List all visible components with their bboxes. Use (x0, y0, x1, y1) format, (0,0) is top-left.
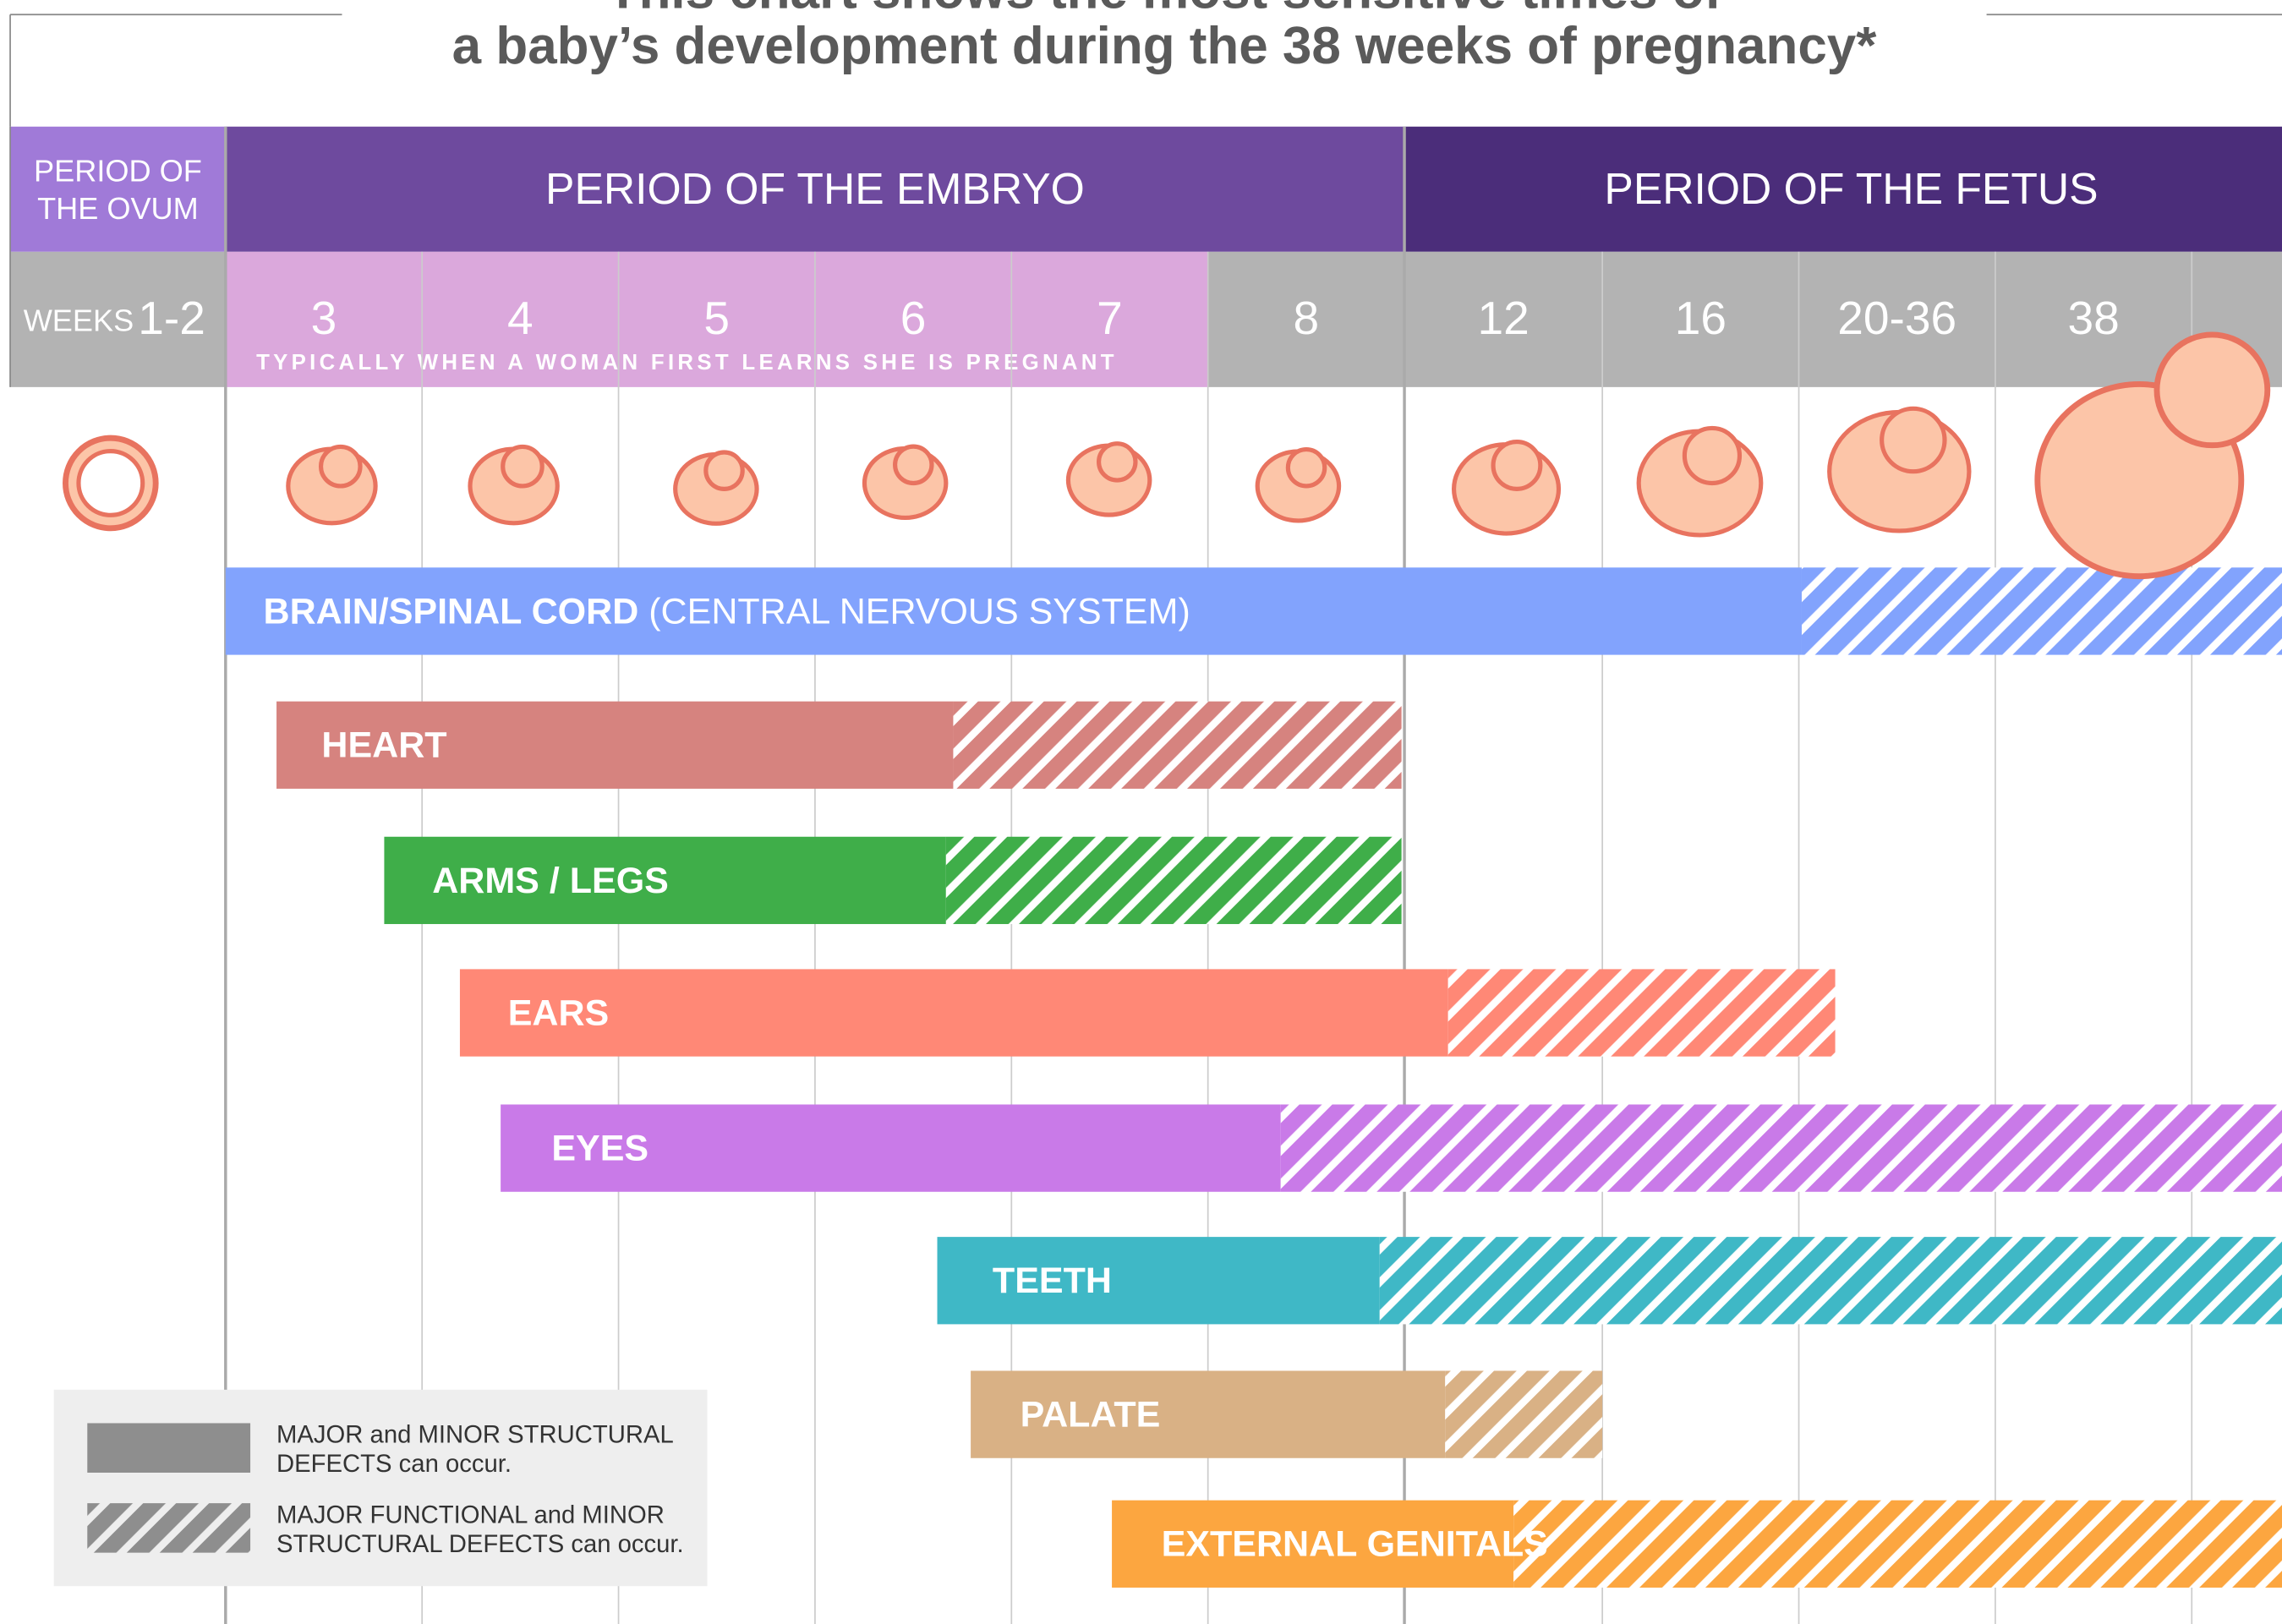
week-number: 6 (900, 292, 927, 344)
bar-hatched (1802, 567, 2282, 654)
infographic: This chart shows the most sensitive time… (0, 0, 2282, 1624)
embryo-head (1288, 450, 1324, 486)
bar-name: PALATE (1021, 1395, 1161, 1435)
bar-hatched (946, 837, 1402, 924)
legend-text: MAJOR FUNCTIONAL and MINOR (276, 1501, 665, 1528)
weeks-label: WEEKS (24, 303, 134, 338)
bar-hatched (1380, 1237, 2282, 1324)
bar-label: TEETH (993, 1261, 1112, 1302)
legend-text: MAJOR and MINOR STRUCTURAL (276, 1422, 674, 1449)
week-number: 20-36 (1837, 292, 1956, 344)
ovum-label: THE OVUM (37, 191, 199, 226)
legend-text: DEFECTS can occur. (276, 1451, 512, 1478)
week-number: 7 (1097, 292, 1123, 344)
embryo-label: PERIOD OF THE EMBRYO (545, 164, 1085, 213)
page: {"header": {"title_lines": ["This chart … (0, 0, 2282, 1624)
weeks-note: TYPICALLY WHEN A WOMAN FIRST LEARNS SHE … (256, 351, 1118, 375)
embryo-head (321, 446, 360, 485)
bar-name: EARS (508, 993, 610, 1034)
weeks-cell (1208, 252, 2282, 387)
bar-label: EXTERNAL GENITALS (1162, 1524, 1548, 1565)
bar-label: HEART (321, 725, 446, 766)
week-number: 3 (311, 292, 337, 344)
week-number: 8 (1294, 292, 1320, 344)
week-number: 1-2 (138, 292, 205, 344)
week-number: 12 (1477, 292, 1529, 344)
embryo-head (1684, 428, 1739, 483)
bar-label: EYES (551, 1129, 648, 1169)
embryo-head (706, 452, 742, 489)
week-number: 16 (1675, 292, 1727, 344)
fetus-head (2157, 335, 2268, 446)
fetus-label: PERIOD OF THE FETUS (1604, 164, 2098, 213)
bar-name: TEETH (993, 1261, 1112, 1302)
ovum-icon-inner (79, 451, 143, 516)
bar-label: PALATE (1021, 1395, 1161, 1435)
embryo-head (1882, 408, 1945, 471)
week-number: 4 (507, 292, 534, 344)
bar-name: EXTERNAL GENITALS (1162, 1524, 1548, 1565)
bar-label: ARMS / LEGS (432, 861, 669, 901)
bar-name: ARMS / LEGS (432, 861, 669, 901)
bar-hatched (1513, 1501, 2282, 1588)
legend-swatch-hatched (87, 1503, 250, 1553)
legend-swatch (87, 1423, 250, 1473)
bar-label: BRAIN/SPINAL CORD (CENTRAL NERVOUS SYSTE… (264, 592, 1190, 632)
ovum-header (10, 127, 226, 252)
week-number: 38 (2067, 292, 2119, 344)
bar-hatched (953, 702, 1401, 789)
bar-hatched (1281, 1104, 2282, 1191)
bar-hatched (1448, 969, 1836, 1056)
embryo-head (1493, 442, 1540, 489)
embryo-head (1099, 444, 1136, 480)
bar-name: BRAIN/SPINAL CORD (264, 592, 639, 632)
embryo-head (503, 446, 542, 485)
bar-hatched (1445, 1370, 1602, 1457)
title-line: a baby’s development during the 38 weeks… (452, 17, 1878, 75)
bar-detail: (CENTRAL NERVOUS SYSTEM) (648, 592, 1190, 632)
bar-name: HEART (321, 725, 446, 766)
bar-name: EYES (551, 1129, 648, 1169)
week-number: 5 (703, 292, 730, 344)
bar-label: EARS (508, 993, 610, 1034)
legend-text: STRUCTURAL DEFECTS can occur. (276, 1531, 684, 1558)
embryo-head (895, 446, 932, 483)
ovum-label: PERIOD OF (34, 153, 202, 188)
